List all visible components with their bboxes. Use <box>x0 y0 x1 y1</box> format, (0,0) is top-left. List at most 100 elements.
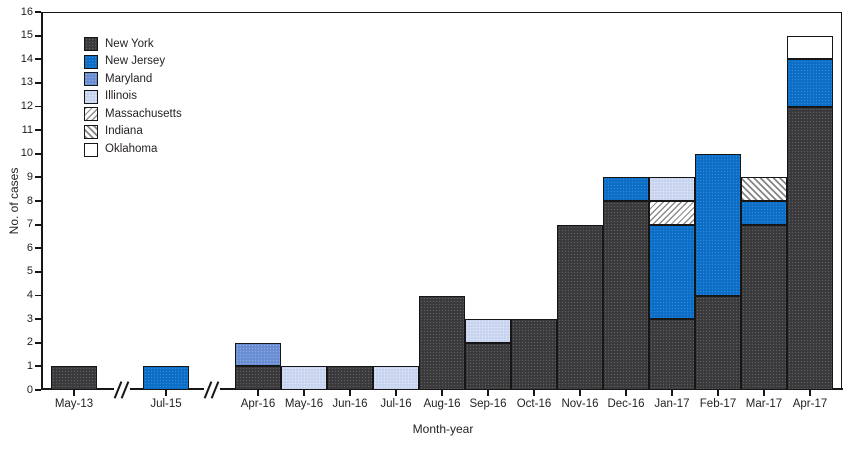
bar-segment-new-york <box>419 295 465 390</box>
x-tick-label: May-13 <box>54 398 94 410</box>
x-tick <box>533 390 535 396</box>
bar-mar-17 <box>741 177 787 390</box>
y-tick <box>34 247 41 250</box>
legend-label: Illinois <box>105 90 137 103</box>
bar-segment-new-york <box>557 224 603 390</box>
legend-swatch-oklahoma <box>84 142 98 157</box>
y-tick <box>34 11 41 13</box>
legend-swatch-new-jersey <box>84 54 98 69</box>
y-axis-line <box>40 12 43 390</box>
bar-aug-16 <box>419 295 465 390</box>
legend-item-new-york: New York <box>84 37 182 51</box>
x-tick <box>671 390 673 396</box>
y-tick-label: 11 <box>21 123 33 136</box>
axis-break <box>112 381 132 399</box>
bar-segment-new-jersey <box>603 177 649 201</box>
y-tick <box>34 341 41 344</box>
legend-label: Indiana <box>105 125 143 138</box>
x-tick <box>579 390 581 396</box>
y-tick-label: 3 <box>26 312 33 325</box>
axis-break-gap <box>204 387 220 393</box>
y-tick-label: 14 <box>20 52 33 65</box>
legend-label: Oklahoma <box>105 143 158 156</box>
bar-sep-16 <box>465 319 511 390</box>
legend-item-new-jersey: New Jersey <box>84 54 182 69</box>
x-tick-label: Jun-16 <box>332 398 368 410</box>
axis-break-gap <box>114 387 130 393</box>
bar-segment-massachusetts <box>649 201 695 225</box>
x-tick <box>809 390 811 396</box>
x-tick-label: Apr-16 <box>240 398 276 410</box>
legend-item-massachusetts: Massachusetts <box>84 107 182 122</box>
bar-segment-illinois <box>465 319 511 343</box>
x-tick-label: Feb-17 <box>699 398 737 410</box>
x-tick <box>395 390 397 396</box>
y-tick-label: 2 <box>26 336 33 349</box>
legend-label: New Jersey <box>105 55 166 68</box>
x-tick-label: Oct-16 <box>516 398 552 410</box>
legend-label: Massachusetts <box>105 107 182 120</box>
y-tick-label: 5 <box>26 265 33 278</box>
y-tick <box>34 200 41 202</box>
x-tick-label: Jul-16 <box>380 398 412 410</box>
bar-jan-17 <box>649 177 695 390</box>
y-tick <box>34 389 41 391</box>
x-tick-label: Aug-16 <box>423 398 461 410</box>
y-tick-label: 10 <box>20 147 33 160</box>
bar-apr-17 <box>787 35 833 390</box>
bar-segment-new-york <box>787 106 833 390</box>
x-tick <box>487 390 489 396</box>
x-tick <box>349 390 351 396</box>
bar-oct-16 <box>511 319 557 390</box>
y-tick-label: 9 <box>26 170 33 183</box>
bar-jun-16 <box>327 366 373 390</box>
y-tick-label: 8 <box>26 194 33 207</box>
y-tick <box>34 105 41 108</box>
y-tick-label: 1 <box>26 359 33 372</box>
y-tick <box>34 129 41 132</box>
x-tick-label: Sep-16 <box>469 398 507 410</box>
y-tick <box>34 318 41 321</box>
bar-may-16 <box>281 366 327 390</box>
y-tick-label: 12 <box>20 100 33 112</box>
bar-segment-oklahoma <box>787 35 833 60</box>
legend-label: Maryland <box>105 72 153 85</box>
x-tick-label: May-16 <box>284 398 324 410</box>
y-tick-label: 4 <box>26 289 33 301</box>
y-tick-label: 16 <box>20 5 33 18</box>
y-tick <box>34 176 41 179</box>
bar-segment-new-jersey <box>787 59 833 107</box>
x-tick-label: Jan-17 <box>654 398 690 410</box>
y-tick-label: 7 <box>26 218 33 231</box>
y-tick <box>34 58 41 61</box>
x-tick <box>625 390 627 396</box>
axis-break <box>202 381 222 399</box>
bar-segment-new-jersey <box>649 224 695 320</box>
bar-segment-new-york <box>327 366 373 390</box>
bar-segment-new-jersey <box>695 153 741 296</box>
bar-apr-16 <box>235 342 281 390</box>
y-tick-label: 0 <box>26 383 33 396</box>
bar-segment-illinois <box>373 366 419 390</box>
bar-segment-new-york <box>741 224 787 390</box>
x-tick-label: Dec-16 <box>607 398 645 410</box>
legend-item-illinois: Illinois <box>84 89 182 104</box>
legend-swatch-maryland <box>84 72 98 87</box>
bar-segment-new-york <box>51 366 97 390</box>
x-tick <box>763 390 765 396</box>
bar-segment-indiana <box>741 177 787 201</box>
bar-may-13 <box>51 366 97 390</box>
legend-swatch-new-york <box>84 37 98 51</box>
x-axis-title: Month-year <box>412 422 474 436</box>
bar-segment-new-york <box>695 295 741 390</box>
plot-area <box>43 12 843 390</box>
legend-item-oklahoma: Oklahoma <box>84 142 182 157</box>
y-tick <box>34 81 41 84</box>
x-tick <box>441 390 443 396</box>
bar-jul-16 <box>373 366 419 390</box>
y-tick <box>34 270 41 273</box>
x-tick <box>165 390 167 396</box>
bar-segment-new-york <box>649 319 695 390</box>
bar-segment-new-jersey <box>741 201 787 225</box>
